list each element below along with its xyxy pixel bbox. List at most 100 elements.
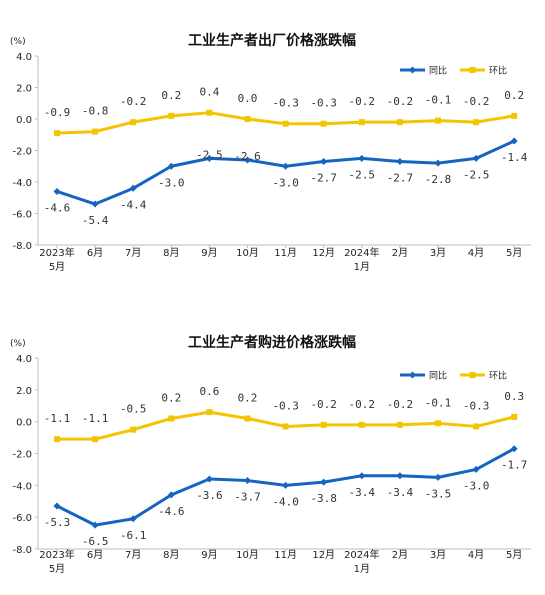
- y-tick-label: 2.0: [16, 84, 32, 95]
- x-tick-label: 1月: [354, 563, 370, 575]
- mom-data-label: -0.1: [425, 94, 452, 107]
- yoy-data-label: -4.6: [158, 505, 185, 518]
- y-tick-label: -2.0: [12, 147, 32, 158]
- yoy-point: [244, 156, 251, 164]
- x-tick-label: 5月: [49, 261, 65, 273]
- x-tick-label: 2024年: [344, 548, 379, 561]
- yoy-point: [434, 159, 442, 167]
- mom-point: [473, 423, 480, 430]
- x-tick-label: 2月: [392, 549, 408, 561]
- yoy-point: [167, 162, 175, 170]
- mom-data-label: -0.2: [120, 95, 147, 108]
- yoy-point: [510, 137, 518, 145]
- mom-data-label: -0.2: [349, 95, 376, 108]
- x-tick-label: 12月: [312, 247, 335, 259]
- y-tick-label: -2.0: [12, 450, 32, 461]
- mom-point: [92, 436, 99, 443]
- yoy-data-label: -5.4: [82, 214, 109, 227]
- legend-yoy-label: 同比: [429, 370, 447, 382]
- y-tick-label: 2.0: [16, 386, 32, 397]
- mom-point: [396, 119, 403, 126]
- mom-data-label: 0.2: [238, 391, 258, 404]
- mom-point: [206, 109, 213, 116]
- mom-point: [244, 415, 251, 422]
- x-tick-label: 9月: [201, 247, 217, 259]
- x-tick-label: 2024年: [344, 246, 379, 259]
- yoy-point: [205, 475, 213, 483]
- mom-data-label: 0.2: [161, 89, 181, 102]
- mom-point: [435, 420, 441, 427]
- mom-point: [168, 415, 175, 422]
- mom-point: [54, 436, 60, 443]
- mom-data-label: -0.2: [387, 95, 414, 108]
- yoy-data-label: -4.4: [120, 198, 147, 211]
- mom-data-label: -0.3: [310, 97, 337, 110]
- yoy-point: [396, 158, 404, 166]
- yoy-point: [205, 154, 213, 162]
- x-tick-label: 10月: [236, 247, 259, 259]
- x-tick-label: 8月: [163, 549, 179, 561]
- yoy-data-label: -2.7: [387, 172, 414, 185]
- chart-title: 工业生产者出厂价格涨跌幅: [188, 32, 356, 49]
- yoy-point: [53, 187, 61, 195]
- y-tick-label: 4.0: [16, 354, 32, 365]
- unit-label: (%): [10, 339, 26, 349]
- mom-point: [244, 116, 251, 122]
- mom-data-label: 0.2: [504, 89, 524, 102]
- x-tick-label: 2月: [392, 247, 408, 259]
- mom-data-label: -0.2: [387, 398, 414, 411]
- yoy-point: [244, 477, 251, 485]
- yoy-data-label: -2.5: [196, 148, 223, 161]
- yoy-point: [129, 184, 137, 192]
- chart-title: 工业生产者购进价格涨跌幅: [188, 334, 356, 351]
- yoy-point: [167, 491, 175, 499]
- mom-point: [396, 421, 403, 428]
- mom-point: [168, 112, 175, 119]
- mom-data-label: 0.4: [199, 86, 219, 99]
- y-tick-label: 0.0: [16, 115, 32, 126]
- x-tick-label: 7月: [125, 549, 141, 561]
- mom-data-label: -0.8: [82, 105, 109, 118]
- yoy-data-label: -2.7: [310, 172, 337, 185]
- yoy-point: [510, 445, 518, 453]
- yoy-point: [472, 154, 480, 162]
- yoy-data-label: -3.0: [272, 176, 299, 189]
- x-tick-label: 3月: [430, 247, 446, 259]
- mom-point: [282, 120, 289, 127]
- mom-point: [130, 426, 137, 433]
- x-tick-label: 5月: [506, 247, 522, 259]
- mom-point: [358, 421, 365, 428]
- yoy-data-label: -1.7: [501, 459, 528, 472]
- yoy-data-label: -3.4: [349, 486, 376, 499]
- x-tick-label: 12月: [312, 549, 335, 561]
- x-tick-label: 11月: [274, 549, 297, 561]
- yoy-data-label: -4.0: [272, 495, 299, 508]
- yoy-data-label: -3.8: [310, 492, 337, 505]
- legend-yoy-marker: [409, 66, 416, 74]
- yoy-data-label: -3.5: [425, 487, 452, 500]
- yoy-point: [91, 521, 99, 529]
- yoy-data-label: -3.0: [158, 176, 185, 189]
- legend-mom-marker: [469, 67, 476, 73]
- yoy-data-label: -2.5: [463, 168, 490, 181]
- yoy-point: [282, 162, 290, 170]
- input-price-chart: 工业生产者购进价格涨跌幅 (%) 4.0 2.0 0.0 -2.0 -4.0 -6.0 -8.0…: [10, 334, 531, 575]
- mom-point: [54, 130, 60, 137]
- y-tick-label: -4.0: [12, 481, 32, 492]
- yoy-data-label: -3.4: [387, 486, 414, 499]
- yoy-point: [129, 515, 137, 523]
- mom-data-label: -0.2: [463, 95, 490, 108]
- mom-data-label: -0.3: [272, 97, 299, 110]
- x-tick-label: 5月: [49, 563, 65, 575]
- mom-point: [320, 120, 327, 127]
- mom-point: [282, 423, 289, 430]
- legend-mom-marker: [469, 372, 476, 378]
- x-tick-label: 2023年: [39, 548, 74, 561]
- legend-mom-label: 环比: [489, 65, 507, 77]
- x-tick-label: 9月: [201, 549, 217, 561]
- x-tick-label: 4月: [468, 549, 484, 561]
- yoy-point: [396, 472, 404, 480]
- mom-point: [511, 413, 518, 420]
- y-tick-label: 4.0: [16, 52, 32, 63]
- y-tick-label: 0.0: [16, 418, 32, 429]
